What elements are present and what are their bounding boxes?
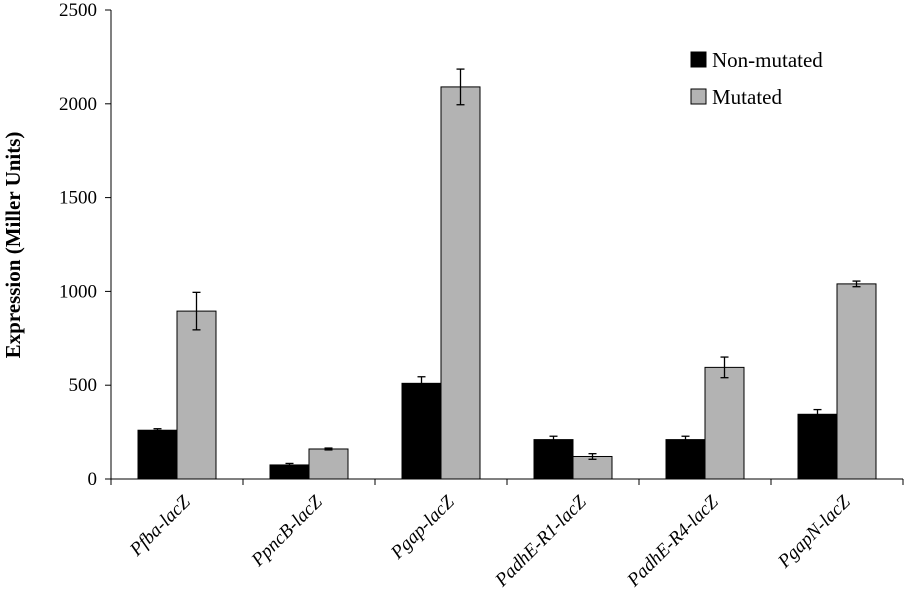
x-tick-label: PadhE-R1-lacZ (491, 491, 591, 591)
x-tick-label: Pfba-lacZ (125, 491, 195, 561)
bar-mutated (440, 86, 481, 480)
bar-non-mutated (665, 439, 706, 480)
legend-label-mutated: Mutated (712, 85, 782, 109)
x-axis: Pfba-lacZ PpncB-lacZ Pgap-lacZ PadhE-R1-lac… (110, 478, 904, 592)
x-tick-label: PgapN-lacZ (773, 491, 855, 573)
legend: Non-mutated Mutated (690, 48, 823, 109)
bar-non-mutated (401, 382, 442, 480)
bar-non-mutated (137, 429, 178, 480)
legend-swatch-non-mutated (690, 51, 707, 68)
bar-mutated (704, 366, 745, 480)
bar-mutated (308, 448, 349, 480)
bar-mutated (176, 310, 217, 480)
bars (137, 68, 877, 480)
x-tick-label: Pgap-lacZ (386, 491, 459, 564)
bar-non-mutated (533, 439, 574, 480)
y-tick-label: 2500 (59, 0, 97, 21)
y-tick-label: 0 (88, 469, 98, 490)
y-axis: 0 500 1000 1500 2000 2500 (59, 0, 112, 490)
bar-non-mutated (797, 413, 838, 480)
legend-label-non-mutated: Non-mutated (712, 48, 823, 72)
y-tick-label: 1000 (59, 281, 97, 302)
y-axis-label: Expression (Miller Units) (1, 132, 25, 359)
y-tick-label: 1500 (59, 188, 97, 209)
legend-swatch-mutated (690, 88, 707, 105)
bar-mutated (836, 283, 877, 480)
y-tick-label: 2000 (59, 94, 97, 115)
y-tick-label: 500 (69, 375, 98, 396)
x-tick-label: PadhE-R4-lacZ (623, 491, 723, 591)
x-tick-label: PpncB-lacZ (247, 491, 327, 571)
